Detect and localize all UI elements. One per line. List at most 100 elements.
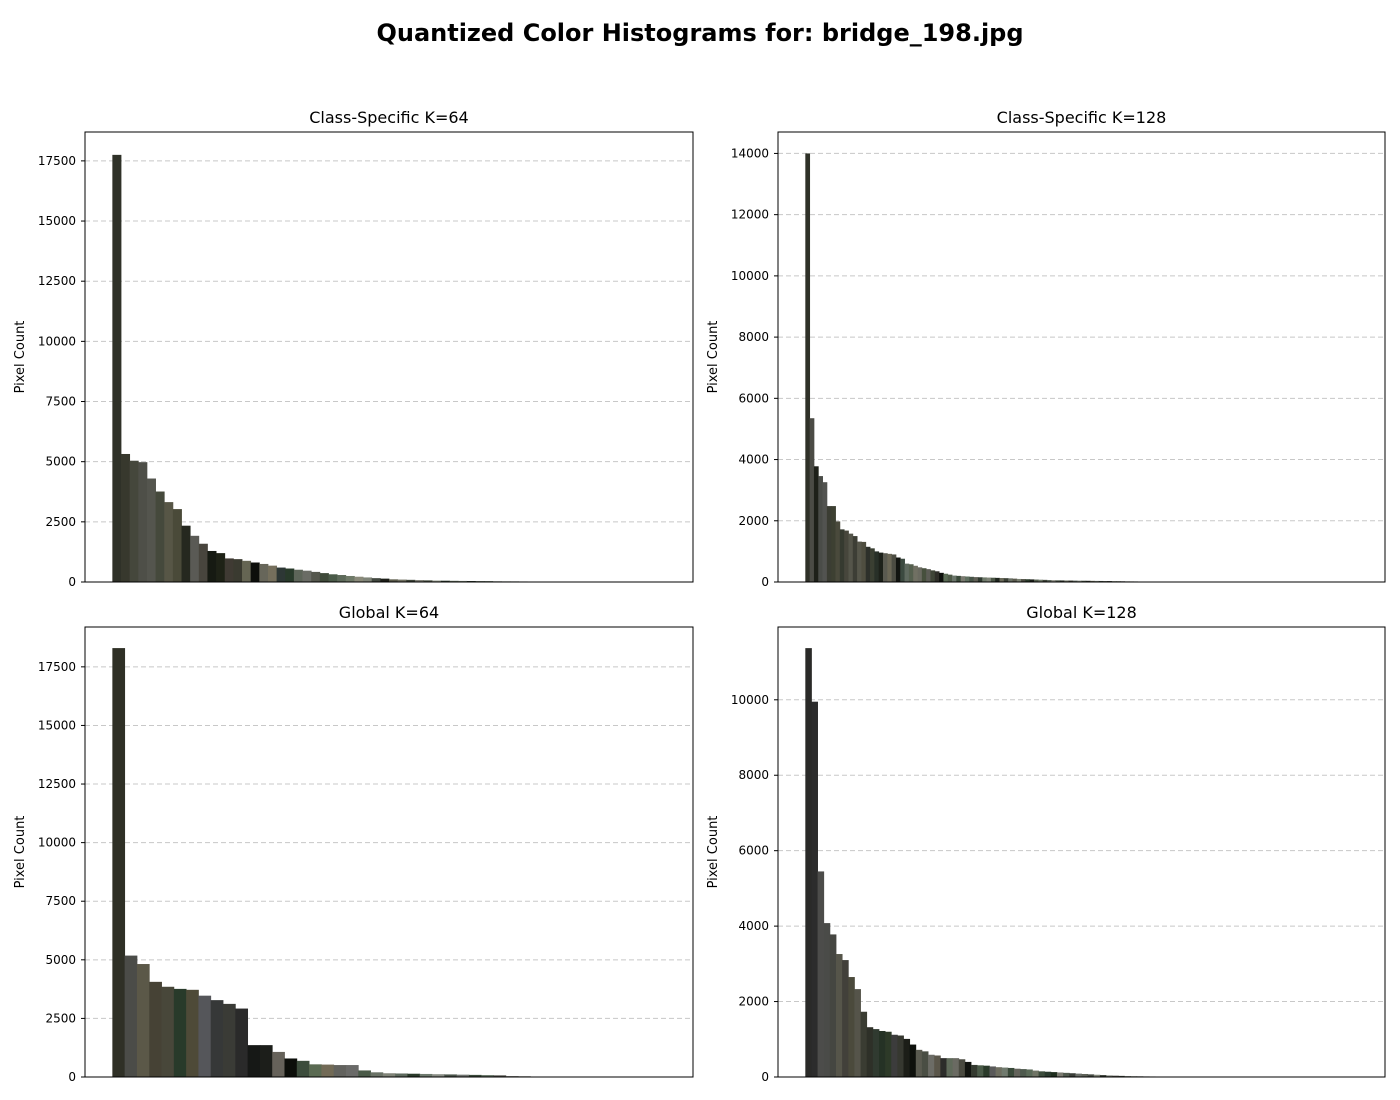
bar [423, 580, 433, 582]
bar [977, 577, 983, 582]
bar [872, 1029, 880, 1077]
bar [897, 1035, 904, 1077]
bar [397, 579, 407, 582]
bar [989, 1066, 996, 1077]
bar [1068, 580, 1074, 582]
bar [1064, 580, 1069, 582]
bar [164, 502, 174, 582]
bar [1075, 1073, 1082, 1077]
bar [1099, 1075, 1107, 1077]
bar [345, 575, 355, 582]
bar [395, 1073, 408, 1077]
bar [259, 1045, 273, 1078]
bar [983, 1065, 990, 1077]
chart-global-k64: 0 2500 5000 7500 10000 12500 15000 17500 Global … [13, 603, 694, 1084]
bar [813, 466, 819, 582]
y-tick-label: 2000 [738, 514, 769, 528]
y-tick-label: 0 [761, 575, 769, 589]
bar [1038, 579, 1044, 582]
bar [190, 535, 200, 582]
bar [878, 1030, 886, 1077]
bar [1029, 579, 1035, 582]
y-tick-label: 15000 [38, 214, 76, 228]
bar [1072, 580, 1078, 582]
bar [909, 1044, 917, 1077]
bar [311, 571, 321, 582]
bar [971, 1064, 978, 1077]
y-tick-label: 0 [761, 1070, 769, 1084]
y-tick-label: 5000 [45, 953, 76, 967]
bar [1112, 1075, 1119, 1077]
bar [836, 954, 843, 1077]
y-axis-label: Pixel Count [13, 321, 28, 394]
bar [926, 569, 931, 582]
bar [233, 559, 243, 582]
bar [1094, 580, 1100, 582]
y-axis-label: Pixel Count [706, 321, 721, 394]
bar [969, 576, 975, 582]
bar [999, 578, 1005, 582]
bar [964, 1061, 972, 1077]
bar [1063, 1072, 1070, 1077]
bar [449, 580, 459, 582]
bar [809, 418, 815, 582]
bar [874, 551, 880, 582]
bar [973, 577, 979, 582]
bar [908, 564, 914, 582]
bar [309, 1064, 322, 1077]
chart-class-specific-k64: 0 2500 5000 7500 10000 12500 15000 17500 Class-S… [13, 108, 694, 589]
bar [112, 154, 122, 583]
bar [432, 580, 442, 582]
bar [811, 701, 818, 1077]
bar [1046, 580, 1052, 582]
bar [1056, 1072, 1064, 1077]
bar [844, 530, 849, 582]
bar [940, 1058, 947, 1077]
y-tick-label: 15000 [38, 718, 76, 732]
bar [934, 1055, 941, 1077]
bar [414, 580, 424, 582]
y-tick-label: 10000 [731, 269, 769, 283]
bar [1044, 1071, 1052, 1077]
bar [1081, 1073, 1089, 1077]
bar [121, 453, 131, 582]
bar [829, 934, 837, 1077]
y-tick-label: 12000 [731, 208, 769, 222]
bar [259, 563, 269, 582]
bar [1059, 580, 1065, 582]
bar [1106, 1075, 1113, 1077]
bar [904, 563, 910, 582]
axes-frame [84, 626, 694, 1078]
y-tick-label: 6000 [738, 391, 769, 405]
bar [952, 1058, 960, 1077]
bar [1090, 580, 1095, 582]
bar [267, 565, 278, 582]
bar [319, 573, 329, 582]
bar [207, 550, 217, 582]
axes-frame [777, 626, 1386, 1078]
bar [172, 509, 182, 582]
bar [878, 552, 884, 582]
bar [382, 1073, 396, 1077]
bar [1093, 1074, 1101, 1077]
bar [895, 557, 901, 582]
bar [354, 576, 364, 582]
bar [493, 1075, 507, 1077]
chart-title: Class-Specific K=128 [997, 108, 1167, 127]
axes-frame [84, 131, 694, 583]
bar [1020, 1069, 1027, 1077]
bar [891, 1034, 898, 1077]
bar [1012, 578, 1018, 582]
bar [223, 1003, 236, 1078]
bar [1034, 579, 1039, 582]
y-tick-label: 5000 [45, 455, 76, 469]
bar [854, 989, 861, 1077]
bar [826, 506, 832, 582]
bar [370, 1072, 384, 1077]
bar [1087, 1074, 1095, 1077]
y-tick-label: 14000 [731, 146, 769, 160]
bar [198, 995, 212, 1077]
bar [1025, 579, 1031, 582]
y-axis-label: Pixel Count [706, 816, 721, 889]
